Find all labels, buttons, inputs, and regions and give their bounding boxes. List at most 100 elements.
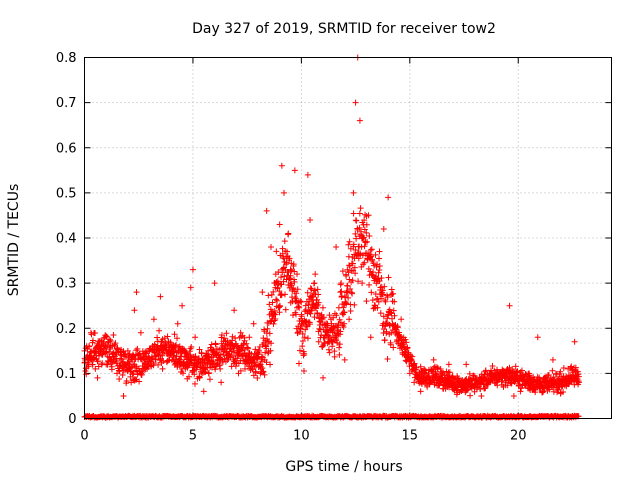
- data-point: [189, 266, 196, 273]
- data-point: [380, 225, 387, 232]
- data-point: [213, 361, 220, 368]
- data-point: [518, 385, 525, 392]
- data-point: [187, 284, 194, 291]
- data-point: [210, 359, 217, 366]
- data-point: [365, 212, 372, 219]
- data-point: [139, 369, 146, 376]
- data-point: [366, 281, 373, 288]
- data-point: [179, 302, 186, 309]
- data-point: [124, 347, 131, 354]
- data-point: [278, 274, 285, 281]
- data-point: [398, 316, 405, 323]
- data-point: [118, 352, 125, 359]
- data-point: [221, 335, 228, 342]
- data-point: [296, 347, 303, 354]
- data-point: [278, 292, 285, 299]
- data-point: [206, 376, 213, 383]
- data-point: [478, 392, 485, 399]
- data-point: [228, 348, 235, 355]
- data-point: [511, 378, 518, 385]
- data-point: [272, 311, 279, 318]
- data-point: [282, 306, 289, 313]
- data-point: [186, 373, 192, 380]
- data-point: [333, 312, 340, 319]
- data-point: [549, 367, 556, 374]
- data-point: [390, 307, 397, 314]
- data-point: [183, 350, 190, 357]
- data-point: [120, 392, 127, 399]
- data-point: [268, 340, 275, 347]
- data-point: [85, 356, 92, 363]
- data-point: [276, 221, 283, 228]
- data-point: [221, 355, 228, 362]
- data-point: [341, 320, 348, 327]
- data-point: [306, 298, 313, 305]
- data-point: [277, 303, 284, 310]
- data-point: [103, 333, 110, 340]
- data-point: [273, 296, 280, 303]
- data-point: [329, 329, 336, 336]
- data-point: [297, 298, 304, 305]
- data-point: [346, 238, 353, 245]
- data-point: [260, 368, 267, 375]
- data-point: [300, 367, 307, 374]
- data-point: [271, 317, 278, 324]
- data-point: [166, 347, 173, 354]
- data-point: [211, 280, 218, 287]
- data-point: [278, 162, 285, 169]
- data-point: [281, 238, 288, 245]
- y-tick-label: 0.2: [56, 322, 77, 337]
- data-point: [259, 289, 266, 296]
- data-point: [235, 370, 242, 377]
- data-point: [195, 355, 202, 362]
- x-tick-label: 0: [80, 429, 88, 444]
- data-point: [94, 374, 101, 381]
- data-point: [445, 361, 452, 368]
- data-point: [170, 352, 177, 359]
- data-point: [391, 298, 398, 305]
- data-point: [290, 285, 297, 292]
- data-point: [234, 355, 241, 362]
- data-point: [408, 356, 415, 363]
- data-point: [545, 372, 552, 379]
- data-point: [312, 271, 319, 278]
- data-point: [150, 316, 157, 323]
- data-point: [352, 230, 359, 237]
- data-point: [155, 361, 162, 368]
- data-point: [346, 316, 353, 323]
- data-point: [317, 319, 324, 326]
- data-point: [345, 269, 352, 276]
- data-point: [372, 251, 379, 258]
- data-point: [306, 321, 313, 328]
- data-point: [467, 392, 474, 399]
- data-point: [372, 302, 379, 309]
- data-point: [271, 310, 278, 317]
- data-point: [367, 334, 374, 341]
- data-point: [345, 241, 352, 248]
- data-point: [391, 312, 398, 319]
- data-point: [117, 355, 124, 362]
- data-point: [281, 189, 288, 196]
- y-tick-label: 0.8: [56, 51, 77, 66]
- data-point: [510, 392, 517, 399]
- data-point: [200, 388, 207, 395]
- data-point: [136, 378, 143, 385]
- data-point: [104, 357, 111, 364]
- data-point: [526, 370, 533, 377]
- grid: [84, 57, 612, 419]
- data-point: [251, 359, 258, 366]
- data-point: [279, 269, 286, 276]
- data-point: [324, 320, 331, 327]
- data-point: [362, 239, 369, 246]
- data-point: [188, 343, 195, 350]
- data-point: [477, 386, 484, 393]
- data-point: [114, 370, 121, 377]
- data-point: [320, 314, 327, 321]
- data-point: [262, 349, 269, 356]
- data-point: [192, 353, 199, 360]
- data-point: [291, 278, 298, 285]
- x-tick-label: 15: [402, 429, 419, 444]
- data-point: [270, 320, 277, 327]
- data-point: [299, 330, 306, 337]
- data-point: [518, 367, 525, 374]
